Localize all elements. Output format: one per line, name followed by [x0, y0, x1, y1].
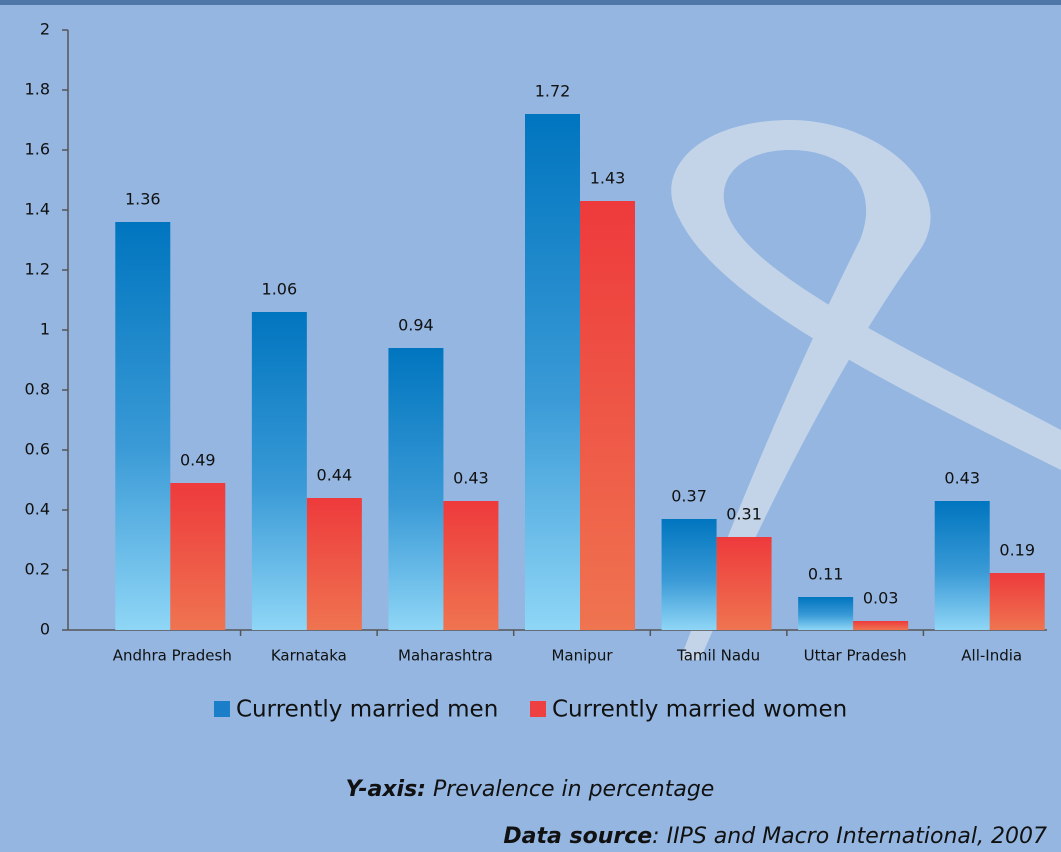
y-tick-label: 1.2	[25, 260, 50, 279]
value-label: 0.44	[317, 466, 353, 485]
bar	[989, 573, 1045, 630]
top-border	[0, 0, 1061, 5]
y-axis-note: Y-axis: Prevalence in percentage	[346, 777, 715, 802]
bar	[525, 114, 580, 630]
value-label: 0.49	[180, 451, 216, 470]
x-tick-label: All-India	[961, 647, 1022, 665]
y-tick-label: 0	[40, 620, 50, 639]
legend-label: Currently married men	[236, 697, 498, 723]
x-tick-label: Andhra Pradesh	[113, 647, 232, 665]
x-tick-label: Tamil Nadu	[676, 647, 760, 665]
source-text: : IIPS and Macro International, 2007	[652, 824, 1047, 849]
bar	[443, 501, 499, 630]
y-tick-label: 1.4	[25, 200, 50, 219]
value-label: 0.37	[671, 487, 707, 506]
source-label: Data source	[503, 824, 652, 849]
y-tick-label: 0.2	[25, 560, 50, 579]
bar	[580, 201, 635, 630]
legend-swatch	[214, 701, 230, 717]
x-tick-label: Uttar Pradesh	[804, 647, 907, 665]
value-label: 0.11	[808, 565, 844, 584]
bar	[306, 498, 362, 630]
value-label: 0.43	[453, 469, 489, 488]
y-axis-note-text: Prevalence in percentage	[433, 777, 714, 802]
value-label: 1.72	[535, 82, 571, 101]
y-tick-label: 1	[40, 320, 50, 339]
source-note: Data source: IIPS and Macro Internationa…	[503, 824, 1047, 849]
value-label: 1.36	[125, 190, 161, 209]
y-tick-label: 0.4	[25, 500, 50, 519]
value-label: 0.94	[398, 316, 434, 335]
bar	[716, 537, 772, 630]
bar	[170, 483, 226, 630]
value-label: 0.03	[863, 589, 899, 608]
legend-label: Currently married women	[552, 697, 847, 723]
value-label: 0.43	[944, 469, 980, 488]
value-label: 1.06	[262, 280, 298, 299]
x-tick-label: Maharashtra	[398, 647, 493, 665]
legend-swatch	[530, 701, 546, 717]
y-tick-label: 0.8	[25, 380, 50, 399]
y-tick-label: 1.6	[25, 140, 50, 159]
bar	[251, 312, 307, 630]
x-tick-label: Karnataka	[271, 647, 347, 665]
bar	[798, 597, 854, 630]
y-axis-note-label: Y-axis:	[346, 777, 426, 802]
bar	[661, 519, 717, 630]
bar	[853, 621, 909, 630]
y-tick-label: 0.6	[25, 440, 50, 459]
x-tick-label: Manipur	[551, 647, 613, 665]
value-label: 1.43	[590, 169, 626, 188]
bar	[388, 348, 444, 630]
value-label: 0.19	[999, 541, 1035, 560]
value-label: 0.31	[726, 505, 762, 524]
bar	[934, 501, 990, 630]
y-tick-label: 2	[40, 20, 50, 39]
bar	[115, 222, 171, 630]
y-tick-label: 1.8	[25, 80, 50, 99]
